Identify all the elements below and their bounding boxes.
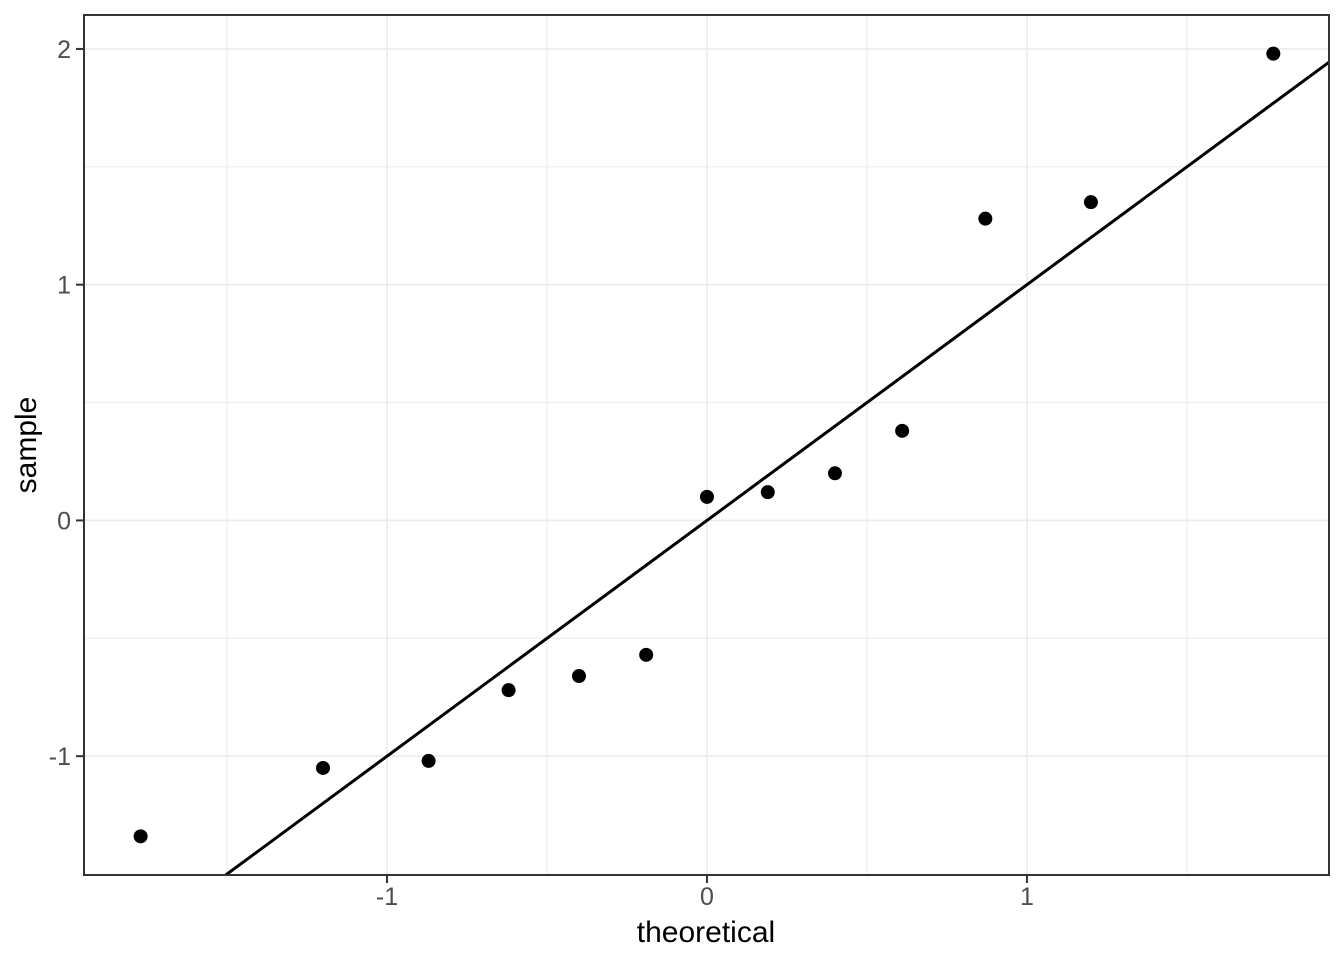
data-points (133, 46, 1281, 844)
data-point (1266, 46, 1281, 61)
data-point (699, 489, 714, 504)
data-point (978, 211, 993, 226)
data-point (827, 466, 842, 481)
x-tick-label: 1 (1020, 883, 1034, 911)
data-point (1083, 195, 1098, 210)
reference-line (224, 60, 1330, 877)
x-tick-label: 0 (700, 883, 714, 911)
data-point (760, 485, 775, 500)
data-point (316, 760, 331, 775)
data-point (421, 753, 436, 768)
x-tick-label: -1 (376, 883, 398, 911)
data-point (571, 669, 586, 684)
y-tick-label: 0 (57, 507, 71, 535)
x-axis-title: theoretical (637, 916, 775, 949)
qq-reference-line (224, 60, 1330, 877)
y-tick-label: -1 (49, 743, 71, 771)
y-tick-label: 2 (57, 36, 71, 64)
axis-tick-marks (76, 47, 1028, 883)
data-point (501, 683, 516, 698)
y-tick-label: 1 (57, 272, 71, 300)
y-axis-tick-labels: -1 0 1 2 (49, 36, 71, 771)
data-point (639, 647, 654, 662)
data-point (133, 829, 148, 844)
data-point (895, 423, 910, 438)
y-axis-title: sample (10, 397, 43, 494)
x-axis-tick-labels: -1 0 1 (376, 883, 1034, 911)
major-gridlines (84, 15, 1329, 875)
